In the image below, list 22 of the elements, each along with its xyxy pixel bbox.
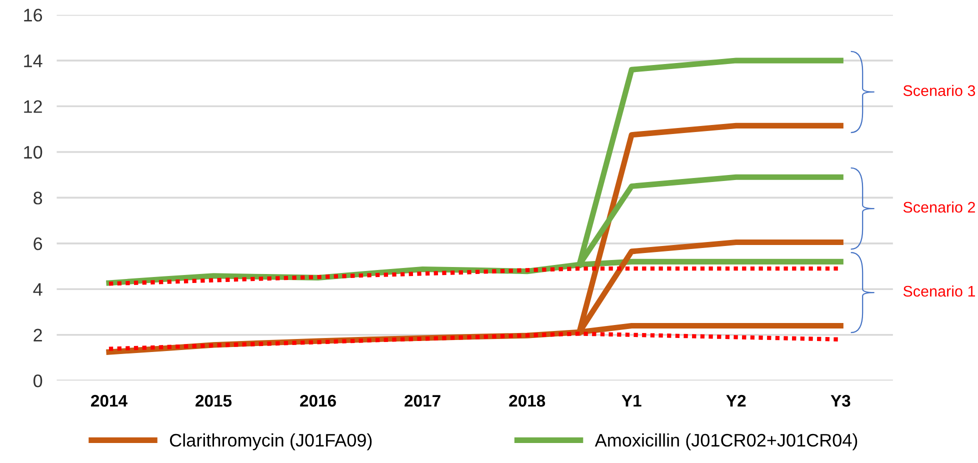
text: Scenario 2	[903, 201, 975, 213]
x-tick-label: 2014	[91, 394, 128, 407]
y-tick-label: 6	[34, 237, 42, 250]
y-tick-label: 16	[24, 8, 42, 22]
y-tick-label: 4	[33, 283, 42, 296]
legend-label: Clarithromycin (J01FA09)	[170, 433, 372, 450]
x-tick-label: 2016	[300, 394, 336, 407]
y-tick-label: 2	[34, 328, 42, 342]
y-tick-label: 8	[34, 192, 42, 204]
x-tick-label: 2018	[509, 394, 546, 407]
legend-label: Amoxicillin (J01CR02+J01CR04)	[594, 433, 858, 450]
y-tick-label: 12	[24, 100, 42, 113]
text: Scenario 3	[903, 84, 976, 96]
x-tick-label: 2015	[196, 394, 232, 407]
y-tick-label: 0	[34, 374, 42, 388]
x-tick-label: Y1	[622, 395, 642, 407]
x-tick-label: Y2	[726, 394, 746, 407]
x-tick-label: Y3	[830, 394, 850, 407]
x-tick-label: 2017	[404, 394, 440, 407]
y-tick-label: 10	[24, 146, 42, 159]
text: Scenario 1	[903, 285, 975, 297]
y-tick-label: 14	[24, 54, 42, 68]
